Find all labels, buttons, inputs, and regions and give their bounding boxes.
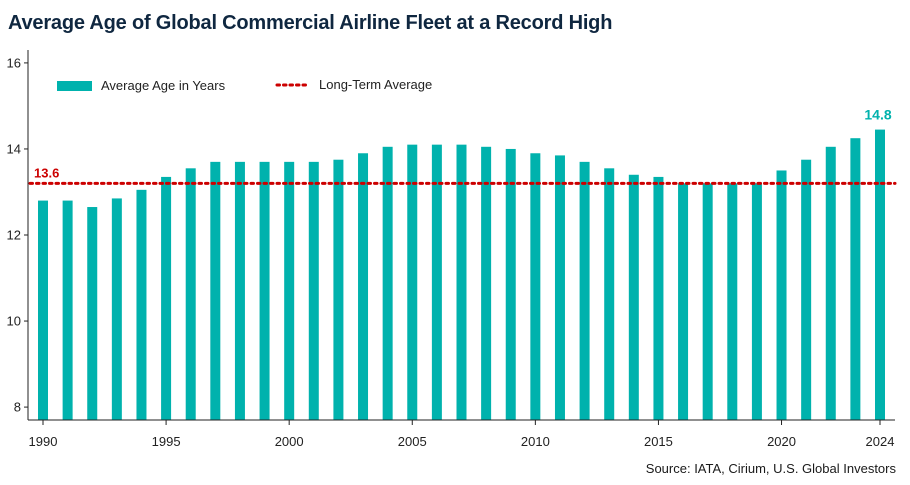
bar-2023 bbox=[850, 138, 861, 420]
bar-2001 bbox=[308, 161, 319, 421]
bar-2008 bbox=[481, 146, 492, 421]
y-tick-label-14: 14 bbox=[7, 141, 21, 156]
bar-2013 bbox=[604, 168, 615, 420]
bar-2002 bbox=[333, 159, 344, 420]
bar-2018 bbox=[727, 183, 738, 420]
bar-2004 bbox=[382, 146, 393, 421]
legend: Average Age in Years Long-Term Average bbox=[57, 77, 432, 93]
y-tick-label-8: 8 bbox=[14, 400, 21, 415]
bar-1992 bbox=[87, 207, 98, 420]
y-tick-label-16: 16 bbox=[7, 55, 21, 70]
bar-2024 bbox=[875, 129, 885, 420]
y-tick-label-12: 12 bbox=[7, 228, 21, 243]
annotation-group: 14.8 bbox=[864, 107, 891, 123]
bar-2007 bbox=[456, 144, 467, 420]
legend-label-bar: Average Age in Years bbox=[101, 78, 226, 93]
x-tick-label-1995: 1995 bbox=[152, 434, 181, 449]
legend-label-line: Long-Term Average bbox=[319, 77, 432, 92]
bar-2006 bbox=[431, 144, 442, 420]
x-tick-label-2010: 2010 bbox=[521, 434, 550, 449]
reference-line-group: 13.6 bbox=[28, 165, 897, 185]
bar-2019 bbox=[751, 183, 762, 420]
x-tick-label-2015: 2015 bbox=[644, 434, 673, 449]
bar-1993 bbox=[111, 198, 122, 420]
bar-2000 bbox=[284, 161, 295, 421]
bar-2022 bbox=[825, 146, 836, 421]
bar-2014 bbox=[628, 174, 639, 420]
bar-1998 bbox=[234, 161, 245, 421]
source-note: Source: IATA, Cirium, U.S. Global Invest… bbox=[645, 461, 896, 476]
bar-2010 bbox=[530, 153, 541, 420]
legend-swatch-bar bbox=[57, 81, 92, 91]
bar-2005 bbox=[407, 144, 418, 420]
annotation-2024: 14.8 bbox=[864, 107, 891, 123]
y-axis: 8 10 12 14 16 bbox=[7, 50, 29, 420]
bar-2020 bbox=[776, 170, 787, 420]
x-tick-label-2024: 2024 bbox=[866, 434, 895, 449]
bar-2011 bbox=[554, 155, 565, 420]
bar-2009 bbox=[505, 148, 516, 420]
long-term-average-label: 13.6 bbox=[34, 165, 59, 180]
x-tick-label-2005: 2005 bbox=[398, 434, 427, 449]
x-tick-label-1990: 1990 bbox=[29, 434, 58, 449]
bar-1991 bbox=[62, 200, 73, 420]
x-tick-label-2000: 2000 bbox=[275, 434, 304, 449]
bar-1990 bbox=[38, 200, 48, 420]
bar-2012 bbox=[579, 161, 590, 421]
x-tick-label-2020: 2020 bbox=[767, 434, 796, 449]
bar-1997 bbox=[210, 161, 221, 421]
bar-2015 bbox=[653, 176, 664, 420]
x-axis: 1990 1995 2000 2005 2010 2015 2020 2024 bbox=[28, 419, 895, 449]
bar-2016 bbox=[678, 183, 689, 420]
bar-1999 bbox=[259, 161, 270, 421]
bar-group bbox=[38, 129, 885, 421]
bar-1994 bbox=[136, 189, 147, 420]
bar-2003 bbox=[358, 153, 369, 420]
bar-1996 bbox=[185, 168, 196, 420]
bar-2017 bbox=[702, 183, 713, 420]
y-tick-label-10: 10 bbox=[7, 314, 21, 329]
bar-2021 bbox=[801, 159, 812, 420]
bar-1995 bbox=[161, 176, 172, 420]
chart-title: Average Age of Global Commercial Airline… bbox=[8, 12, 613, 34]
